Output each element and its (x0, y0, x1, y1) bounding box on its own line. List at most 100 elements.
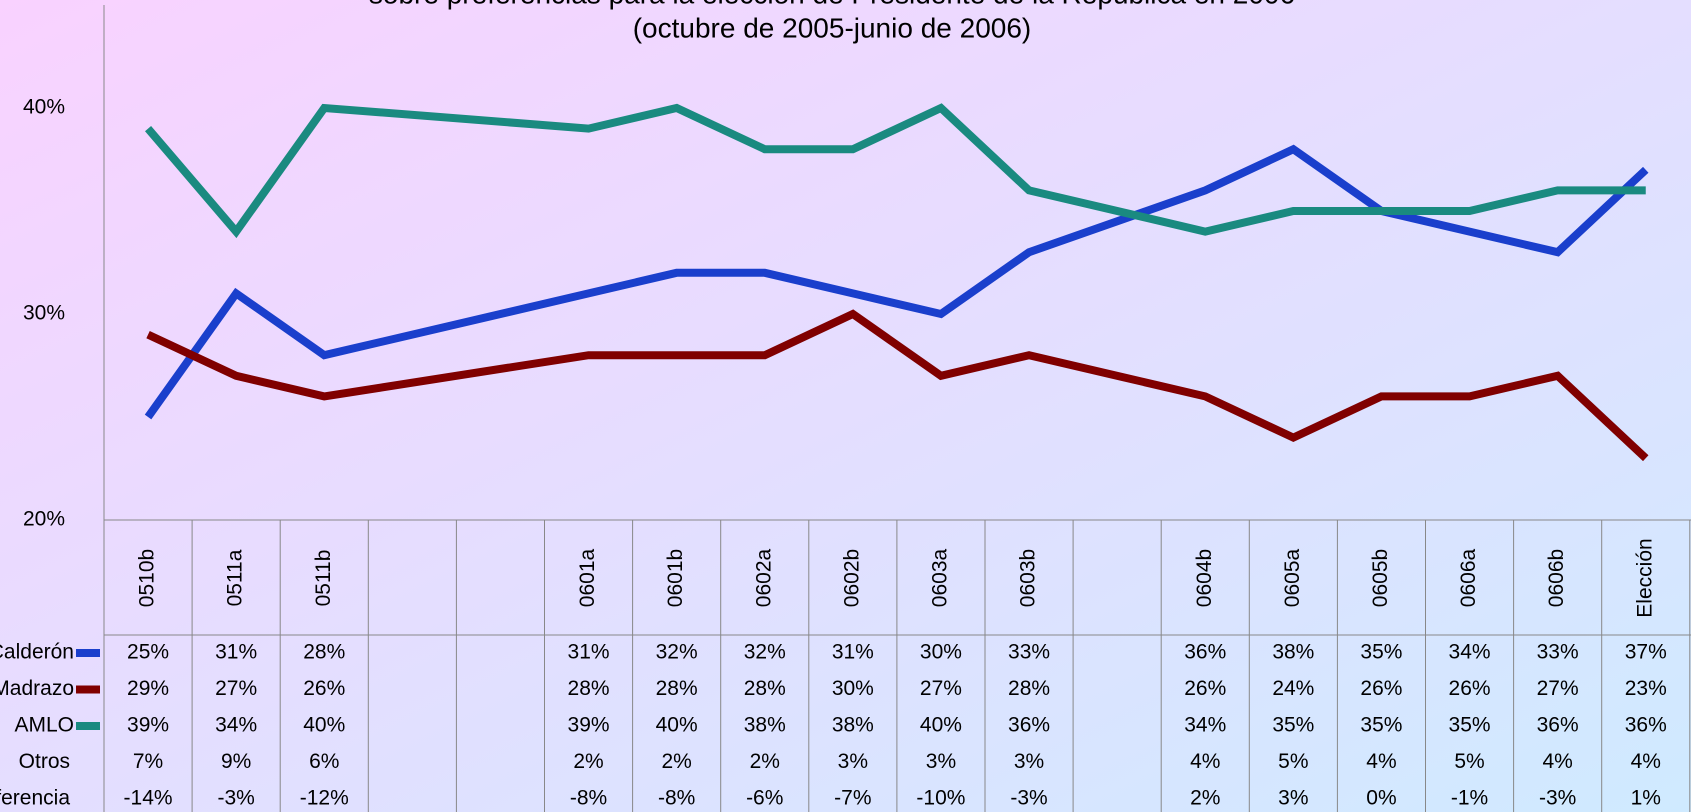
table-cell: 31% (568, 641, 610, 664)
category-label: Elección (1633, 538, 1656, 617)
table-cell: 35% (1360, 714, 1402, 737)
table-cell: 5% (1278, 750, 1308, 773)
table-cell: -3% (1010, 787, 1047, 810)
category-label: 0511b (312, 550, 335, 607)
table-cell: 40% (303, 714, 345, 737)
category-label: 0602a (752, 548, 775, 607)
row-label: Calderón (0, 641, 74, 664)
table-cell: 35% (1360, 641, 1402, 664)
row-label: AMLO (14, 714, 74, 737)
chart-subtitle: (octubre de 2005-junio de 2006) (633, 12, 1032, 43)
category-label: 0601b (664, 549, 687, 607)
category-label: 0604b (1193, 549, 1216, 607)
table-cell: 37% (1625, 641, 1667, 664)
table-cell: -3% (217, 787, 254, 810)
table-cell: -8% (658, 787, 695, 810)
table-cell: 34% (215, 714, 257, 737)
table-cell: -7% (834, 787, 871, 810)
table-cell: 36% (1008, 714, 1050, 737)
table-cell: 6% (309, 750, 339, 773)
table-cell: 3% (926, 750, 956, 773)
table-cell: 35% (1449, 714, 1491, 737)
table-cell: -14% (124, 787, 173, 810)
row-label: Otros (19, 750, 70, 773)
legend-swatch (76, 722, 100, 730)
table-cell: 2% (573, 750, 603, 773)
table-cell: 3% (1014, 750, 1044, 773)
category-label: 0601a (576, 548, 599, 607)
table-cell: 3% (838, 750, 868, 773)
table-cell: 38% (1272, 641, 1314, 664)
table-cell: 38% (744, 714, 786, 737)
table-cell: 31% (832, 641, 874, 664)
table-cell: -10% (916, 787, 965, 810)
table-cell: 2% (661, 750, 691, 773)
table-cell: 28% (568, 677, 610, 700)
series-line (144, 144, 1649, 420)
table-cell: 34% (1184, 714, 1226, 737)
table-cell: 34% (1449, 641, 1491, 664)
table-cell: 2% (1190, 787, 1220, 810)
table-cell: 3% (1278, 787, 1308, 810)
row-label: Madrazo (0, 677, 74, 700)
table-cell: 4% (1190, 750, 1220, 773)
table-cell: 2% (750, 750, 780, 773)
table-cell: 38% (832, 714, 874, 737)
chart-title: sobre preferencias para la elección de P… (369, 0, 1295, 9)
table-cell: 26% (1449, 677, 1491, 700)
table-cell: -6% (746, 787, 783, 810)
category-label: 0606a (1457, 548, 1480, 607)
table-cell: 28% (656, 677, 698, 700)
legend-swatch (76, 685, 100, 694)
table-cell: 30% (832, 677, 874, 700)
table-cell: 31% (215, 641, 257, 664)
table-cell: 26% (1360, 677, 1402, 700)
table-cell: 27% (215, 677, 257, 700)
table-cell: -3% (1539, 787, 1576, 810)
table-cell: 0% (1366, 787, 1396, 810)
table-cell: 39% (127, 714, 169, 737)
category-label: 0605b (1369, 549, 1392, 607)
legend-swatch (76, 649, 100, 657)
y-tick-label: 40% (23, 96, 65, 119)
table-cell: -8% (570, 787, 607, 810)
table-cell: -12% (300, 787, 349, 810)
table-cell: 4% (1542, 750, 1572, 773)
category-label: 0603a (928, 548, 951, 607)
table-cell: 1% (1631, 787, 1661, 810)
table-cell: 32% (656, 641, 698, 664)
table-cell: 4% (1366, 750, 1396, 773)
table-cell: 30% (920, 641, 962, 664)
series-line (145, 103, 1646, 239)
table-cell: 4% (1631, 750, 1661, 773)
table-cell: 29% (127, 677, 169, 700)
table-cell: 28% (303, 641, 345, 664)
table-cell: 27% (920, 677, 962, 700)
table-cell: 32% (744, 641, 786, 664)
table-cell: 26% (1184, 677, 1226, 700)
table-cell: 40% (656, 714, 698, 737)
table-cell: 26% (303, 677, 345, 700)
y-tick-label: 30% (23, 302, 65, 325)
table-cell: 35% (1272, 714, 1314, 737)
category-label: 0510b (136, 549, 159, 607)
row-label: Diferencia (0, 787, 70, 810)
table-cell: 24% (1272, 677, 1314, 700)
table-cell: 39% (568, 714, 610, 737)
table-cell: 36% (1184, 641, 1226, 664)
table-cell: 25% (127, 641, 169, 664)
table-cell: 33% (1008, 641, 1050, 664)
table-cell: 36% (1537, 714, 1579, 737)
table-cell: 28% (1008, 677, 1050, 700)
table-cell: 9% (221, 750, 251, 773)
table-cell: 7% (133, 750, 163, 773)
category-label: 0602b (840, 549, 863, 607)
table-cell: 27% (1537, 677, 1579, 700)
table-cell: -1% (1451, 787, 1488, 810)
category-label: 0603b (1017, 549, 1040, 607)
table-cell: 23% (1625, 677, 1667, 700)
y-tick-label: 20% (23, 508, 65, 531)
table-cell: 28% (744, 677, 786, 700)
table-cell: 40% (920, 714, 962, 737)
